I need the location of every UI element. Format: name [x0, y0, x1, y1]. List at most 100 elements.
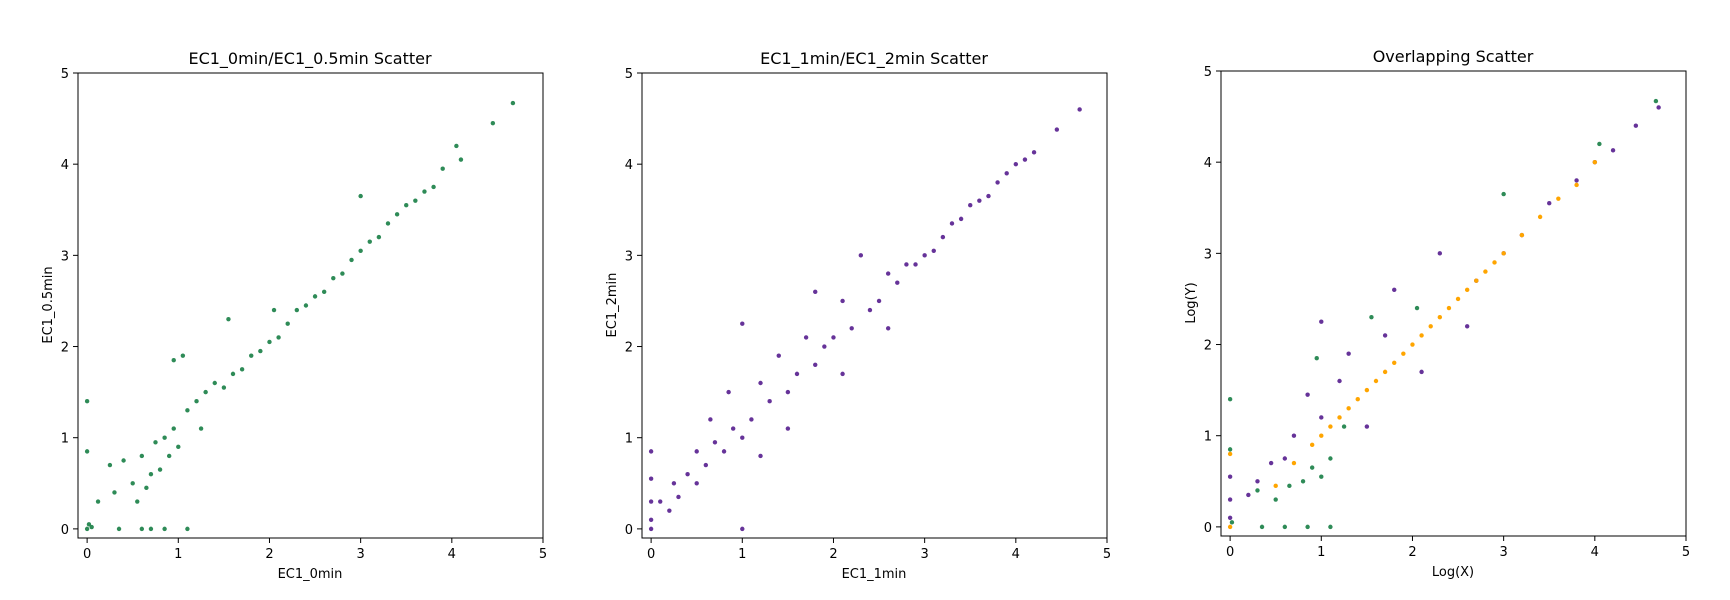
points-layer	[1227, 98, 1661, 530]
scatter-point	[694, 481, 699, 486]
y-tick-label: 0	[61, 523, 69, 538]
scatter-point	[84, 449, 90, 454]
y-tick-label: 3	[625, 249, 633, 264]
ticks-layer: 0 1 2 3 4 5 0 1 2 3 4 5	[1204, 65, 1690, 560]
y-tick-label: 5	[61, 67, 69, 82]
scatter-point	[185, 526, 190, 532]
scatter-point	[198, 426, 204, 431]
scatter-point	[1355, 397, 1360, 402]
scatter-panel-2: EC1_1min/EC1_2min Scatter EC1_1min EC1_2…	[605, 49, 1111, 582]
x-tick-label: 4	[1591, 545, 1599, 560]
scatter-point	[1319, 433, 1324, 438]
scatter-point	[171, 358, 176, 363]
scatter-point	[1414, 305, 1420, 311]
scatter-point	[1054, 127, 1060, 132]
scatter-point	[1501, 251, 1506, 256]
scatter-point	[1328, 456, 1333, 461]
x-tick-label: 0	[1226, 545, 1234, 560]
scatter-point	[203, 389, 208, 395]
scatter-point	[1346, 406, 1351, 411]
scatter-point	[740, 321, 745, 326]
scatter-point	[840, 298, 845, 304]
scatter-point	[358, 248, 363, 253]
scatter-point	[840, 371, 845, 377]
scatter-point	[885, 326, 891, 331]
x-tick-label: 1	[1317, 545, 1325, 560]
scatter-point	[413, 198, 418, 203]
scatter-point	[285, 321, 290, 326]
scatter-point	[1410, 342, 1415, 347]
scatter-point	[1364, 424, 1370, 429]
x-tick-label: 4	[1012, 547, 1020, 562]
scatter-point	[849, 326, 854, 331]
scatter-point	[1227, 515, 1233, 520]
scatter-point	[1537, 214, 1543, 220]
scatter-point	[1337, 378, 1342, 384]
scatter-point	[648, 499, 654, 504]
scatter-point	[1419, 333, 1424, 338]
scatter-point	[312, 294, 318, 299]
scatter-point	[1004, 171, 1009, 176]
y-tick-label: 4	[625, 158, 633, 173]
x-tick-label: 3	[357, 547, 365, 562]
scatter-point	[1373, 378, 1379, 384]
scatter-point	[367, 239, 372, 244]
scatter-point	[157, 467, 163, 472]
scatter-point	[454, 143, 459, 149]
scatter-point	[1282, 456, 1288, 461]
scatter-point	[1305, 392, 1310, 397]
scatter-point	[1227, 451, 1233, 457]
scatter-point	[358, 193, 363, 199]
scatter-point	[1419, 369, 1424, 375]
plot-frame	[641, 72, 1108, 539]
scatter-point	[490, 120, 496, 126]
scatter-point	[1392, 287, 1397, 293]
scatter-point	[1610, 148, 1616, 153]
scatter-point	[1437, 251, 1443, 256]
x-tick-label: 2	[829, 547, 837, 562]
scatter-panel-3: Overlapping Scatter Log(X) Log(Y) 0 1 2 3 4 5…	[1184, 47, 1690, 580]
scatter-point	[1597, 141, 1602, 147]
scatter-point	[1319, 319, 1324, 324]
y-tick-label: 5	[625, 67, 633, 82]
scatter-point	[694, 449, 699, 454]
scatter-point	[162, 435, 167, 440]
scatter-panel-1: EC1_0min/EC1_0.5min Scatter EC1_0min EC1…	[41, 49, 547, 582]
scatter-point	[671, 481, 677, 486]
scatter-point	[1227, 474, 1233, 479]
scatter-point	[1328, 424, 1333, 429]
scatter-point	[1437, 314, 1443, 320]
scatter-point	[1314, 356, 1319, 361]
scatter-point	[267, 339, 272, 345]
scatter-point	[212, 380, 217, 386]
scatter-point	[785, 389, 791, 395]
x-axis-label: Log(X)	[1432, 565, 1474, 580]
scatter-point	[89, 524, 94, 530]
scatter-point	[1077, 107, 1082, 112]
scatter-point	[148, 471, 154, 477]
chart-title: EC1_1min/EC1_2min Scatter	[760, 49, 988, 69]
scatter-point	[139, 526, 145, 532]
y-tick-label: 0	[625, 523, 633, 538]
scatter-point	[995, 180, 1000, 185]
scatter-point	[340, 271, 345, 276]
scatter-point	[648, 526, 654, 532]
y-axis-label: Log(Y)	[1184, 282, 1199, 323]
scatter-point	[226, 316, 231, 322]
scatter-point	[1227, 397, 1233, 402]
x-axis-label: EC1_1min	[842, 567, 907, 582]
scatter-point	[249, 353, 254, 358]
scatter-point	[1328, 524, 1333, 530]
y-tick-label: 4	[1204, 156, 1212, 171]
scatter-point	[913, 262, 918, 267]
scatter-point	[1446, 305, 1452, 311]
scatter-point	[1574, 182, 1579, 188]
scatter-point	[977, 198, 982, 203]
scatter-point	[1474, 278, 1479, 283]
scatter-point	[1556, 196, 1561, 201]
x-axis-label: EC1_0min	[278, 567, 343, 582]
y-axis-label: EC1_2min	[605, 273, 620, 338]
scatter-point	[176, 444, 181, 450]
scatter-point	[331, 275, 336, 281]
scatter-point	[510, 100, 516, 106]
